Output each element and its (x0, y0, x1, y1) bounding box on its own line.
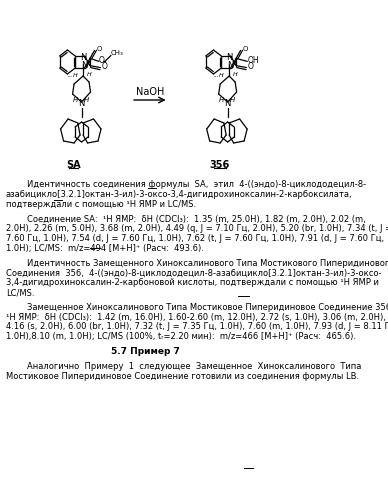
Text: H: H (233, 71, 237, 76)
Text: подтверждали с помощью ¹H ЯМР и LC/MS.: подтверждали с помощью ¹H ЯМР и LC/MS. (6, 200, 196, 209)
Text: 1.0H),8.10 (m, 1.0H); LC/MS (100%, tᵣ=2.20 мин):  m/z=466 [M+H]⁺ (Расч:  465.6).: 1.0H),8.10 (m, 1.0H); LC/MS (100%, tᵣ=2.… (6, 332, 356, 341)
Text: Соединения  356,  4-((эндо)-8-циклододецил-8-азабицикло[3.2.1]октан-3-ил)-3-оксо: Соединения 356, 4-((эндо)-8-циклододецил… (6, 268, 381, 277)
Text: CH₃: CH₃ (111, 50, 124, 56)
Text: 2.0H), 2.26 (m, 5.0H), 3.68 (m, 2.0H), 4.49 (q, J = 7.10 Гц, 2.0H), 5.20 (br, 1.: 2.0H), 2.26 (m, 5.0H), 3.68 (m, 2.0H), 4… (6, 224, 388, 233)
Text: ...H: ...H (214, 72, 225, 77)
Text: Мостиковое Пиперидиновое Соединение готовили из соединения формулы LB.: Мостиковое Пиперидиновое Соединение гото… (6, 372, 359, 381)
Text: LC/MS.: LC/MS. (6, 288, 34, 297)
Text: ¹H ЯМР:  δH (CDCl₃):  1.42 (m, 16.0H), 1.60-2.60 (m, 12.0H), 2.72 (s, 1.0H), 3.0: ¹H ЯМР: δH (CDCl₃): 1.42 (m, 16.0H), 1.6… (6, 312, 386, 321)
Text: 4.16 (s, 2.0H), 6.00 (br, 1.0H), 7.32 (t, J = 7.35 Гц, 1.0H), 7.60 (m, 1.0H), 7.: 4.16 (s, 2.0H), 6.00 (br, 1.0H), 7.32 (t… (6, 322, 388, 331)
Text: O: O (99, 56, 105, 65)
Text: Идентичность соединения формулы  SA,  этил  4-((эндо)-8-циклододецил-8-: Идентичность соединения формулы SA, этил… (6, 180, 366, 189)
Text: ...H: ...H (68, 72, 78, 77)
Text: Соединение SA:  ¹H ЯМР:  δH (CDCl₃):  1.35 (m, 25.0H), 1.82 (m, 2.0H), 2.02 (m,: Соединение SA: ¹H ЯМР: δH (CDCl₃): 1.35 … (6, 215, 365, 224)
Text: Идентичность Замещенного Хиноксалинового Типа Мостикового Пиперидинового: Идентичность Замещенного Хиноксалинового… (6, 258, 388, 267)
Text: H: H (73, 97, 78, 103)
Text: Аналогично  Примеру  1  следующее  Замещенное  Хиноксалинового  Типа: Аналогично Примеру 1 следующее Замещенно… (6, 362, 361, 371)
Text: N: N (225, 98, 231, 107)
Text: 1.0H); LC/MS:  m/z=494 [M+H]⁺ (Расч:  493.6).: 1.0H); LC/MS: m/z=494 [M+H]⁺ (Расч: 493.… (6, 244, 204, 253)
Text: Замещенное Хиноксалинового Типа Мостиковое Пиперидиновое Соединение 356:: Замещенное Хиноксалинового Типа Мостиков… (6, 303, 388, 312)
Text: SA: SA (66, 160, 81, 170)
Text: O: O (97, 46, 102, 52)
Text: N: N (80, 52, 86, 61)
Text: OH: OH (247, 56, 259, 65)
Text: азабицикло[3.2.1]октан-3-ил)-3-оксо-3,4-дигидрохиноксалин-2-карбоксилата,: азабицикло[3.2.1]октан-3-ил)-3-оксо-3,4-… (6, 190, 352, 199)
Text: N: N (78, 98, 85, 107)
Text: O: O (243, 46, 248, 52)
Text: O: O (248, 62, 254, 71)
Text: H: H (219, 97, 224, 103)
Text: N: N (81, 60, 88, 69)
Text: N: N (227, 60, 234, 69)
Text: H: H (87, 71, 92, 76)
Text: O: O (102, 62, 108, 71)
Text: 3,4-дигидрохиноксалин-2-карбоновой кислоты, подтверждали с помощью ¹H ЯМР и: 3,4-дигидрохиноксалин-2-карбоновой кисло… (6, 278, 379, 287)
Text: 356: 356 (210, 160, 230, 170)
Text: N: N (226, 52, 232, 61)
Text: NaOH: NaOH (136, 87, 164, 97)
Text: 5.7 Пример 7: 5.7 Пример 7 (111, 347, 180, 356)
Text: H: H (230, 97, 236, 103)
Text: 7.60 Гц, 1.0H), 7.54 (d, J = 7.60 Гц, 1.0H), 7.62 (t, J = 7.60 Гц, 1.0H), 7.91 (: 7.60 Гц, 1.0H), 7.54 (d, J = 7.60 Гц, 1.… (6, 234, 384, 243)
Text: H: H (84, 97, 89, 103)
